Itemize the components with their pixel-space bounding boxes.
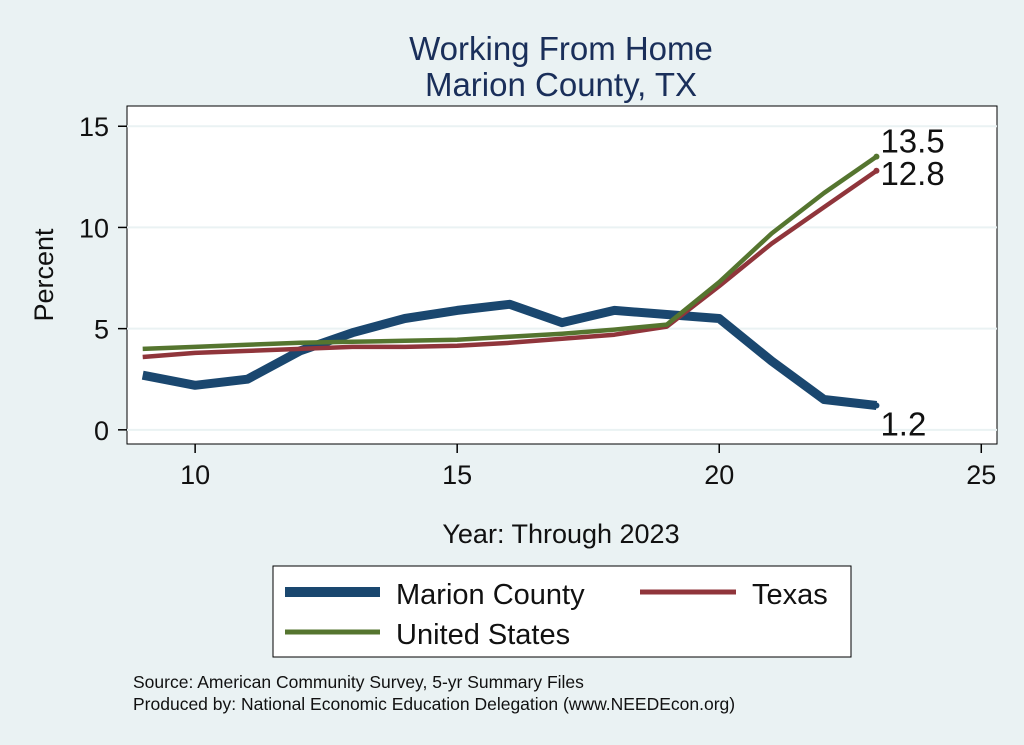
y-tick-label-5: 5	[94, 315, 109, 345]
axes	[118, 125, 983, 453]
series-endpoint-united-states	[873, 153, 880, 160]
legend: Marion County Texas United States	[272, 565, 852, 658]
series-endpoint-marion-county	[873, 402, 880, 409]
chart-title-line-1: Working From Home	[409, 30, 713, 67]
grid-lines	[127, 125, 997, 431]
legend-box	[272, 565, 852, 658]
x-tick-label-15: 15	[442, 460, 472, 490]
produced-by-note: Produced by: National Economic Education…	[133, 694, 735, 714]
chart-title-line-2: Marion County, TX	[425, 66, 697, 103]
x-tick-label-25: 25	[966, 460, 996, 490]
x-tick-label-10: 10	[180, 460, 210, 490]
source-note: Source: American Community Survey, 5-yr …	[133, 672, 584, 692]
series-endpoint-texas	[873, 167, 880, 174]
legend-label-united-states: United States	[396, 619, 570, 651]
y-tick-label-10: 10	[79, 213, 109, 243]
end-labels: 1.2 12.813.5	[880, 123, 944, 443]
series-line-texas	[142, 168, 878, 360]
series-line-united-states	[142, 154, 878, 352]
x-tick-label-20: 20	[704, 460, 734, 490]
x-tick-labels: 10 15 20 25	[180, 460, 996, 490]
y-tick-label-0: 0	[94, 416, 109, 446]
x-axis-title: Year: Through 2023	[442, 519, 679, 549]
y-axis-title: Percent	[29, 228, 59, 322]
end-label-texas: 12.8	[880, 155, 944, 192]
series-line-marion-county	[141, 299, 878, 410]
y-tick-labels: 0 5 10 15	[79, 112, 109, 446]
legend-label-marion-county: Marion County	[396, 579, 585, 611]
series-lines	[141, 153, 880, 410]
y-tick-label-15: 15	[79, 112, 109, 142]
plot-area	[126, 105, 998, 445]
end-label-marion-county: 1.2	[880, 406, 926, 443]
end-label-united-states: 13.5	[880, 123, 944, 160]
legend-label-texas: Texas	[752, 579, 828, 611]
